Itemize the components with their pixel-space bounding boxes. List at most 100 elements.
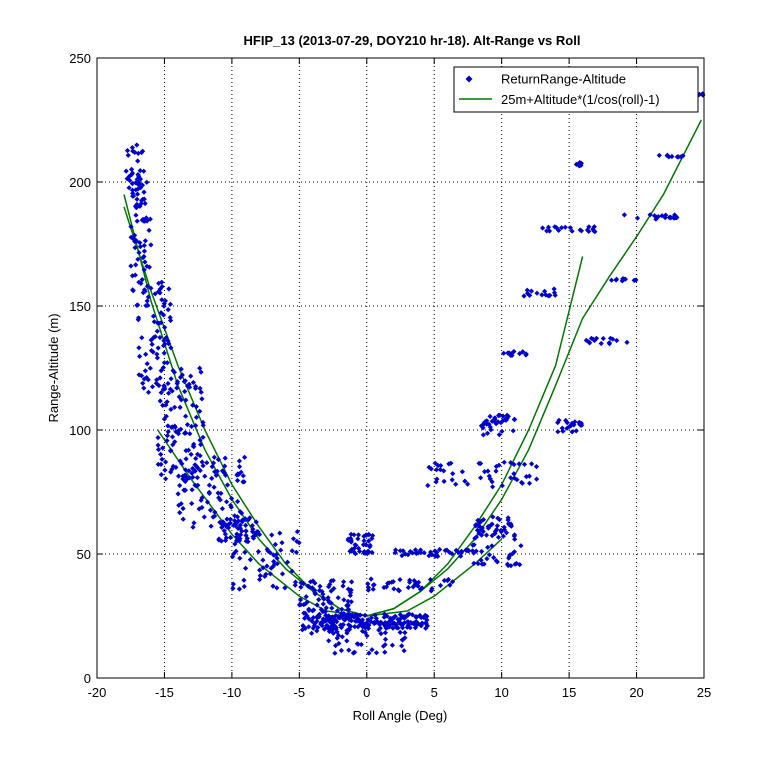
data-point — [320, 619, 326, 625]
data-point — [314, 602, 320, 608]
data-point — [262, 573, 268, 579]
data-point — [136, 250, 142, 256]
data-point — [534, 476, 540, 482]
data-point — [509, 352, 515, 358]
data-point — [155, 345, 161, 351]
data-point — [137, 353, 143, 359]
data-point — [161, 301, 167, 307]
data-point — [213, 472, 219, 478]
data-point — [320, 591, 326, 597]
data-point — [320, 595, 326, 601]
data-point — [163, 335, 169, 341]
data-point — [149, 384, 156, 390]
data-point — [183, 430, 189, 436]
data-point — [215, 456, 221, 463]
data-point — [195, 482, 201, 488]
data-point — [159, 297, 165, 303]
data-point — [123, 168, 129, 174]
data-point — [499, 483, 505, 489]
data-point — [390, 615, 396, 621]
data-point — [195, 465, 201, 471]
data-point — [578, 162, 584, 168]
data-point — [222, 463, 228, 469]
data-point — [243, 528, 249, 534]
data-point — [200, 434, 206, 440]
data-point — [459, 469, 465, 475]
grid-layer — [97, 58, 704, 678]
data-point — [129, 171, 135, 178]
data-point — [274, 555, 280, 561]
data-point — [190, 474, 196, 480]
data-point — [161, 343, 167, 349]
data-point — [328, 614, 334, 620]
data-point — [216, 495, 222, 501]
data-point — [319, 623, 325, 629]
data-point — [614, 337, 620, 344]
x-tick-label: 10 — [494, 685, 508, 700]
data-point — [260, 557, 266, 563]
data-point — [365, 625, 372, 631]
data-point — [342, 617, 348, 623]
data-point — [472, 535, 478, 541]
data-point — [154, 377, 160, 383]
data-point — [130, 236, 136, 242]
data-point — [139, 182, 146, 188]
data-point — [237, 555, 243, 561]
data-point — [559, 225, 565, 231]
data-point — [578, 228, 585, 234]
data-point — [193, 463, 200, 469]
data-point — [231, 551, 237, 557]
data-point — [152, 291, 158, 297]
data-point — [218, 538, 224, 544]
data-point — [173, 429, 179, 435]
data-point — [450, 579, 456, 585]
data-point — [129, 145, 135, 151]
legend-entry-line: 25m+Altitude*(1/cos(roll)-1) — [501, 92, 660, 107]
data-point — [562, 224, 568, 230]
data-point — [397, 548, 403, 554]
data-point — [164, 399, 170, 405]
data-point — [480, 517, 487, 523]
data-point — [142, 259, 148, 265]
data-point — [134, 218, 140, 224]
data-point — [144, 298, 150, 304]
data-point — [508, 522, 514, 528]
data-point — [242, 549, 248, 555]
data-point — [219, 506, 225, 512]
scatter-points — [123, 91, 706, 656]
data-point — [359, 620, 366, 626]
fit-curve-2 — [123, 119, 702, 617]
data-point — [322, 625, 328, 631]
data-point — [198, 442, 204, 448]
data-point — [352, 649, 358, 655]
data-point — [473, 548, 479, 554]
data-point — [207, 507, 214, 513]
data-point — [494, 526, 500, 533]
data-point — [493, 468, 499, 474]
data-point — [134, 196, 140, 202]
data-point — [524, 290, 531, 296]
data-point — [211, 484, 217, 490]
data-point — [242, 454, 248, 460]
data-point — [326, 584, 332, 590]
data-point — [170, 463, 176, 469]
data-point — [437, 467, 443, 473]
data-point — [338, 624, 344, 631]
data-point — [263, 571, 269, 577]
data-point — [393, 547, 399, 553]
data-point — [162, 467, 168, 473]
data-point — [423, 625, 429, 631]
data-point — [668, 214, 674, 220]
data-point — [473, 534, 479, 540]
data-point — [569, 429, 575, 435]
data-point — [437, 546, 443, 553]
data-point — [586, 224, 592, 230]
data-point — [138, 373, 145, 379]
data-point — [330, 621, 336, 627]
data-point — [588, 335, 595, 341]
data-point — [237, 522, 243, 528]
data-point — [348, 599, 354, 605]
data-point — [490, 484, 496, 490]
data-point — [174, 385, 180, 391]
data-point — [363, 624, 369, 630]
